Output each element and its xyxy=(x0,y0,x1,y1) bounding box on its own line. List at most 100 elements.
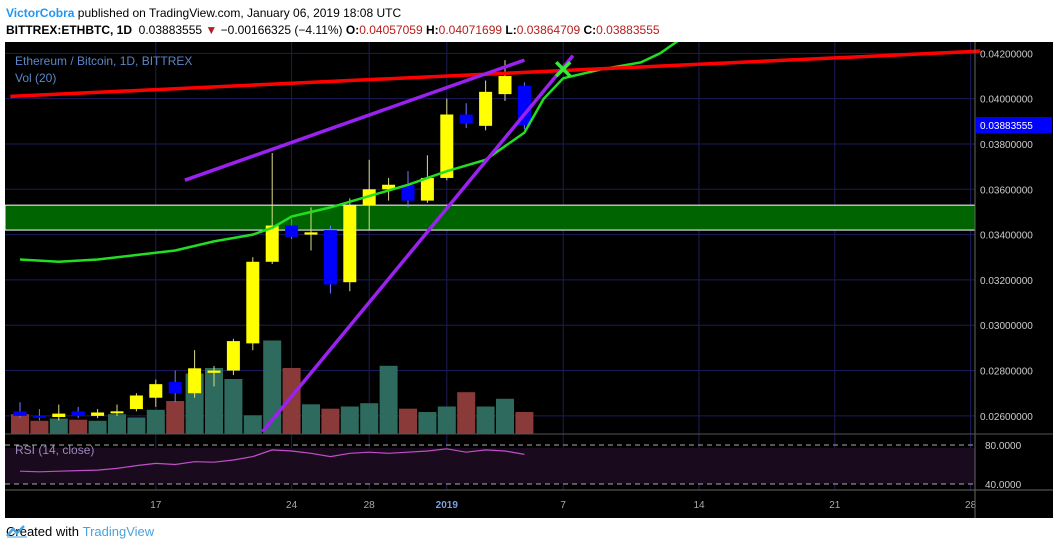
down-arrow-icon: ▼ xyxy=(205,23,218,37)
x-tick-label: 2019 xyxy=(436,500,459,511)
support-zone xyxy=(5,204,976,231)
rsi-tick-label: 40.0000 xyxy=(985,480,1022,491)
author-link[interactable]: VictorCobra xyxy=(6,6,75,20)
low-value: 0.03864709 xyxy=(516,23,581,37)
volume-bar xyxy=(360,403,379,434)
volume-bar xyxy=(302,404,320,434)
chart-area[interactable]: 0.04200000 0.04000000 0.03800000 0.03600000… xyxy=(5,42,1053,518)
volume-bar xyxy=(224,379,243,434)
volume-bar xyxy=(166,401,185,434)
support-zone-layer xyxy=(5,204,976,231)
candle-body xyxy=(304,232,318,235)
candle-body xyxy=(343,205,357,283)
y-tick-label: 0.03600000 xyxy=(980,185,1033,196)
moving-average-line xyxy=(19,42,679,264)
close-label: C: xyxy=(583,23,597,37)
volume-bar xyxy=(88,420,107,434)
candle-body xyxy=(188,368,202,394)
symbol-label: BITTREX:ETHBTC, 1D xyxy=(6,23,132,37)
candle-body xyxy=(149,384,163,398)
signal-marker-icon xyxy=(554,60,572,78)
x-tick-label: 7 xyxy=(560,500,566,511)
y-tick-label: 0.03200000 xyxy=(980,276,1033,287)
volume-bar xyxy=(69,419,88,434)
low-label: L: xyxy=(505,23,517,37)
candle-body xyxy=(459,114,473,124)
candle-body xyxy=(265,225,279,262)
candle-body xyxy=(440,114,454,178)
open-label: O: xyxy=(345,23,360,37)
candle-body xyxy=(52,413,66,418)
candle-body xyxy=(168,381,182,394)
x-tick-label: 21 xyxy=(829,500,841,511)
volume-bar xyxy=(476,406,495,434)
volume-bar xyxy=(49,418,68,434)
volume-bar xyxy=(496,398,514,434)
price-chart[interactable]: 0.04200000 0.04000000 0.03800000 0.03600000… xyxy=(5,42,1053,518)
y-tick-label: 0.04200000 xyxy=(980,49,1033,60)
candle-body xyxy=(323,230,337,285)
y-tick-label: 0.03800000 xyxy=(980,140,1033,151)
candle-body xyxy=(420,177,434,201)
volume-bar xyxy=(11,414,29,434)
trend-lines xyxy=(10,42,981,433)
channel-upper-line xyxy=(184,58,525,182)
resistance-line xyxy=(10,49,981,99)
candle-body xyxy=(207,370,221,373)
open-value: 0.04057059 xyxy=(359,23,423,37)
volume-bar xyxy=(418,412,437,434)
x-tick-label: 28 xyxy=(965,500,977,511)
change-value: −0.00166325 (−4.11%) xyxy=(220,23,343,37)
created-with: Created with xyxy=(6,524,79,539)
rsi-pane xyxy=(5,444,975,485)
legend-title: Ethereum / Bitcoin, 1D, BITTREX xyxy=(15,54,192,68)
y-tick-label: 0.03400000 xyxy=(980,231,1033,242)
candle-body xyxy=(401,184,415,201)
y-tick-label: 0.02600000 xyxy=(980,412,1033,423)
y-tick-label: 0.03000000 xyxy=(980,321,1033,332)
volume-bar xyxy=(457,392,476,434)
legend-volume: Vol (20) xyxy=(15,71,56,85)
close-value: 0.03883555 xyxy=(596,23,660,37)
volume-bar xyxy=(146,409,165,434)
volume-bar xyxy=(437,406,456,434)
volume-bar xyxy=(379,365,398,434)
candle-body xyxy=(129,395,143,410)
rsi-band xyxy=(5,448,975,484)
legend-rsi: RSI (14, close) xyxy=(15,443,94,457)
candle-body xyxy=(91,412,105,416)
volume-bar xyxy=(321,408,340,434)
candle-body xyxy=(13,411,27,416)
volume-bar xyxy=(282,368,301,434)
candle-body xyxy=(32,415,46,418)
candle-body xyxy=(498,75,512,95)
rsi-line xyxy=(19,448,525,473)
candle-body xyxy=(71,411,85,416)
x-tick-label: 17 xyxy=(150,500,162,511)
y-tick-label: 0.02800000 xyxy=(980,367,1033,378)
volume-bars xyxy=(11,340,534,434)
publish-info: published on TradingView.com, January 06… xyxy=(74,6,402,20)
volume-bar xyxy=(340,406,359,434)
publish-line: VictorCobra published on TradingView.com… xyxy=(6,6,401,20)
y-tick-label: 0.04000000 xyxy=(980,95,1033,106)
candle-body xyxy=(285,225,299,237)
last-price-tag xyxy=(976,117,1052,134)
footer: Created with TradingView xyxy=(6,524,154,539)
rsi-tick-label: 80.0000 xyxy=(985,441,1022,452)
volume-bar xyxy=(515,412,534,434)
x-tick-label: 24 xyxy=(286,500,298,511)
tradingview-brand[interactable]: TradingView xyxy=(82,524,155,539)
volume-bar xyxy=(399,408,417,434)
candle-body xyxy=(226,341,240,371)
last-price: 0.03883555 xyxy=(138,23,203,37)
last-price-label: 0.03883555 xyxy=(980,121,1033,132)
volume-bar xyxy=(127,417,146,434)
volume-bar xyxy=(205,368,223,434)
volume-bar xyxy=(108,414,126,434)
candles xyxy=(13,60,531,421)
axes: 0.04200000 0.04000000 0.03800000 0.03600000… xyxy=(5,42,1053,518)
ohlc-line: BITTREX:ETHBTC, 1D 0.03883555 ▼ −0.00166… xyxy=(6,23,660,37)
candle-body xyxy=(517,85,531,126)
volume-bar xyxy=(243,415,262,434)
